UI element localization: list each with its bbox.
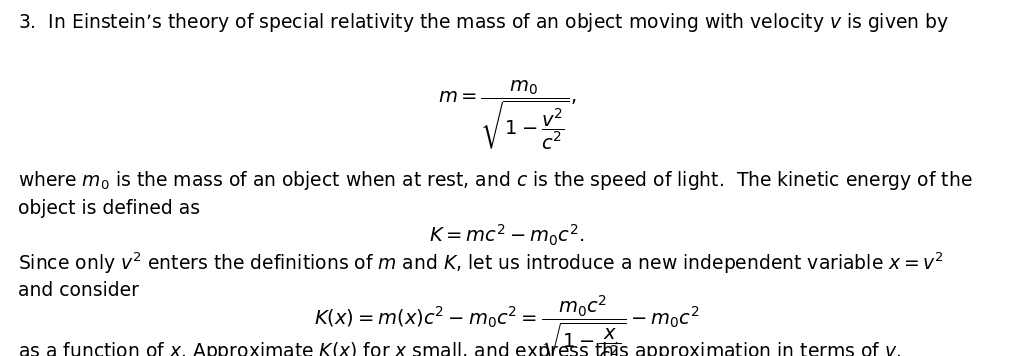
Text: as a function of $x$. Approximate $K(x)$ for $x$ small, and express this approxi: as a function of $x$. Approximate $K(x)$… (18, 340, 901, 356)
Text: $K(x) = m(x)c^2 - m_0c^2 = \dfrac{m_0c^2}{\sqrt{1 - \dfrac{x}{c^2}}} - m_0c^2$: $K(x) = m(x)c^2 - m_0c^2 = \dfrac{m_0c^2… (314, 294, 700, 356)
Text: 3.  In Einstein’s theory of special relativity the mass of an object moving with: 3. In Einstein’s theory of special relat… (18, 11, 949, 34)
Text: $K = mc^2 - m_0c^2.$: $K = mc^2 - m_0c^2.$ (429, 222, 585, 248)
Text: Since only $v^2$ enters the definitions of $m$ and $K$, let us introduce a new i: Since only $v^2$ enters the definitions … (18, 251, 944, 277)
Text: $m = \dfrac{m_0}{\sqrt{1 - \dfrac{v^2}{c^2}}},$: $m = \dfrac{m_0}{\sqrt{1 - \dfrac{v^2}{c… (438, 78, 576, 152)
Text: object is defined as: object is defined as (18, 199, 201, 218)
Text: and consider: and consider (18, 281, 139, 300)
Text: where $m_0$ is the mass of an object when at rest, and $c$ is the speed of light: where $m_0$ is the mass of an object whe… (18, 169, 972, 192)
